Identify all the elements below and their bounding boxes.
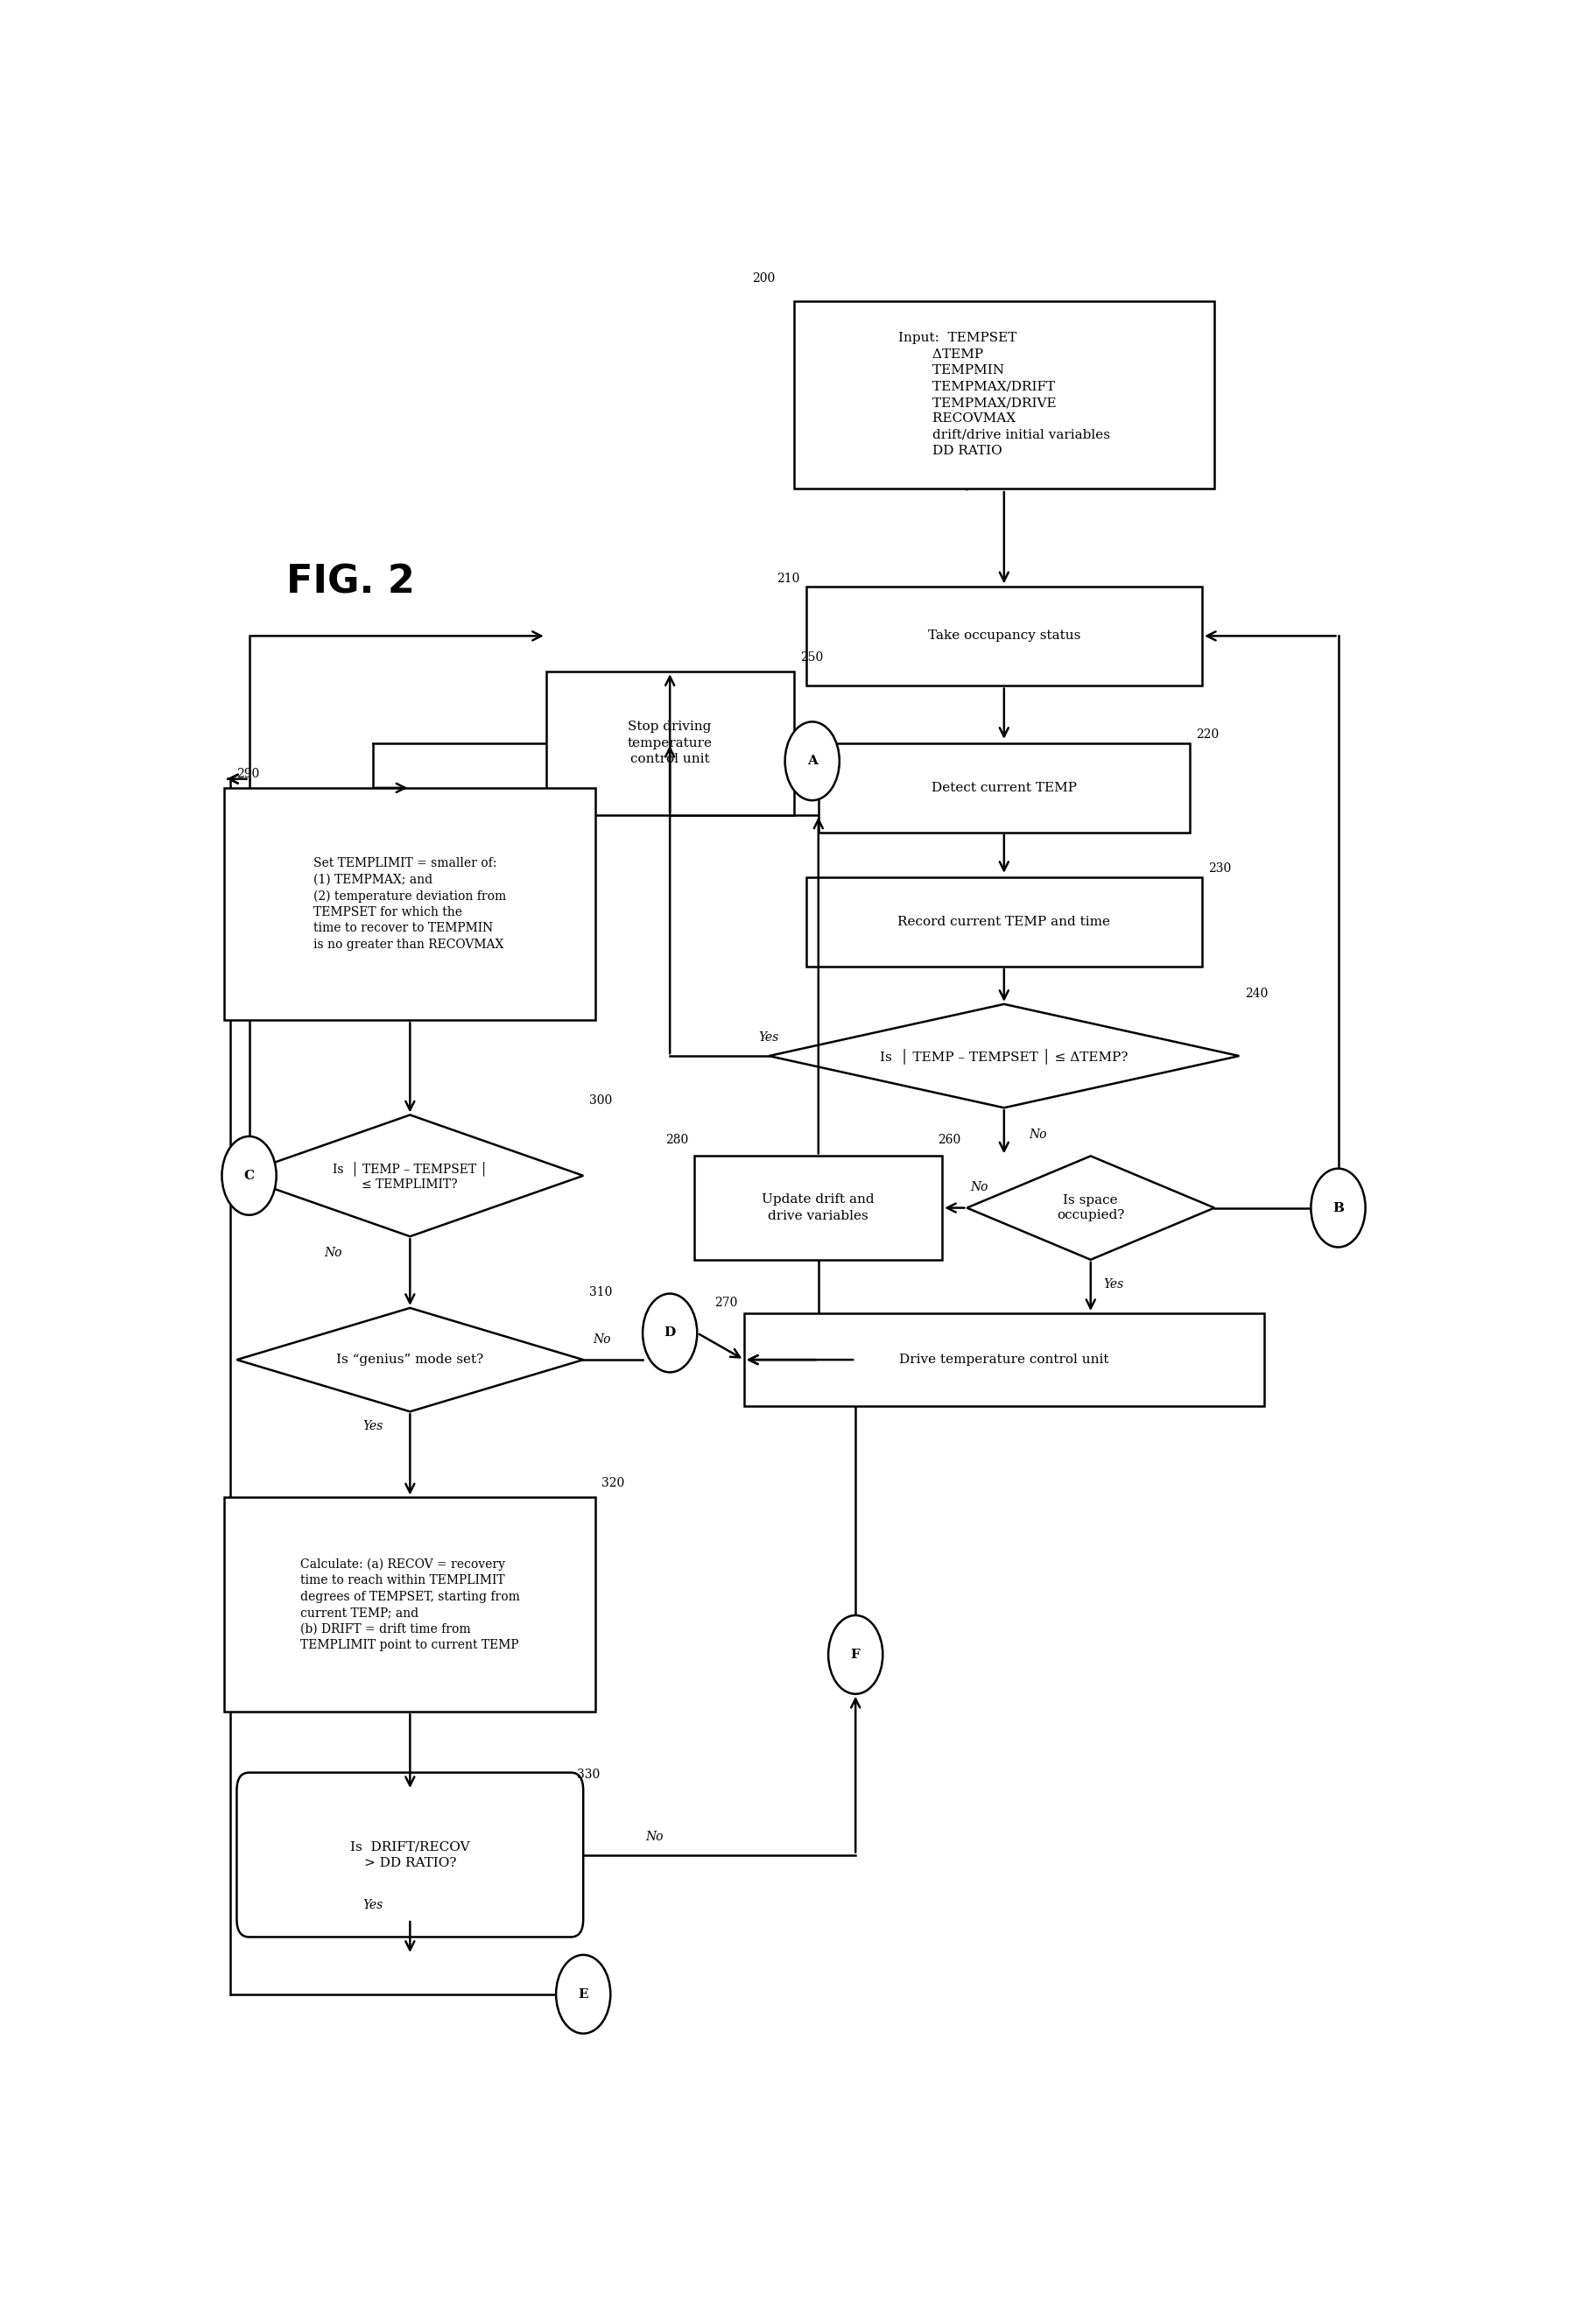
Text: 320: 320	[602, 1476, 624, 1490]
Text: No: No	[1028, 1128, 1045, 1140]
Text: 330: 330	[576, 1769, 600, 1780]
Text: No: No	[970, 1181, 988, 1193]
Text: F: F	[851, 1648, 860, 1662]
Text: 280: 280	[666, 1133, 688, 1147]
Text: Detect current TEMP: Detect current TEMP	[930, 782, 1076, 794]
Text: Set TEMPLIMIT = smaller of:
(1) TEMPMAX; and
(2) temperature deviation from
TEMP: Set TEMPLIMIT = smaller of: (1) TEMPMAX;…	[313, 856, 506, 952]
FancyBboxPatch shape	[546, 671, 793, 815]
FancyBboxPatch shape	[744, 1314, 1264, 1407]
Text: Is  │ TEMP – TEMPSET │ ≤ ΔTEMP?: Is │ TEMP – TEMPSET │ ≤ ΔTEMP?	[879, 1049, 1127, 1063]
Text: Is space
occupied?: Is space occupied?	[1057, 1193, 1124, 1221]
Text: 310: 310	[589, 1286, 613, 1297]
Text: Is  DRIFT/RECOV
> DD RATIO?: Is DRIFT/RECOV > DD RATIO?	[350, 1841, 469, 1868]
Circle shape	[642, 1293, 697, 1372]
Text: 210: 210	[776, 573, 800, 585]
Circle shape	[785, 722, 839, 801]
FancyBboxPatch shape	[806, 587, 1202, 685]
Text: Yes: Yes	[223, 1170, 244, 1181]
Text: Stop driving
temperature
control unit: Stop driving temperature control unit	[627, 722, 712, 766]
FancyBboxPatch shape	[806, 877, 1202, 966]
Text: Calculate: (a) RECOV = recovery
time to reach within TEMPLIMIT
degrees of TEMPSE: Calculate: (a) RECOV = recovery time to …	[300, 1557, 520, 1650]
Polygon shape	[236, 1114, 583, 1237]
Text: 290: 290	[236, 768, 260, 780]
Circle shape	[1310, 1167, 1365, 1246]
Text: 200: 200	[752, 272, 774, 285]
Text: Input:  TEMPSET
        ΔTEMP
        TEMPMIN
        TEMPMAX/DRIFT
        TEMP: Input: TEMPSET ΔTEMP TEMPMIN TEMPMAX/DRI…	[897, 332, 1109, 457]
Text: D: D	[664, 1328, 675, 1339]
Text: Is “genius” mode set?: Is “genius” mode set?	[337, 1353, 484, 1365]
Text: 240: 240	[1245, 986, 1267, 1000]
Text: No: No	[592, 1332, 610, 1346]
Circle shape	[828, 1615, 883, 1694]
Text: B: B	[1331, 1202, 1344, 1214]
Polygon shape	[769, 1005, 1238, 1107]
Text: 270: 270	[715, 1297, 737, 1309]
Polygon shape	[966, 1156, 1213, 1260]
Text: E: E	[578, 1989, 587, 2001]
FancyBboxPatch shape	[223, 787, 595, 1021]
Text: Update drift and
drive variables: Update drift and drive variables	[761, 1193, 875, 1223]
Text: Record current TEMP and time: Record current TEMP and time	[897, 917, 1109, 928]
Text: 250: 250	[800, 652, 822, 664]
Text: Yes: Yes	[362, 1420, 383, 1432]
Circle shape	[555, 1954, 610, 2033]
Text: 220: 220	[1195, 729, 1218, 740]
FancyBboxPatch shape	[819, 743, 1189, 833]
Text: FIG. 2: FIG. 2	[286, 564, 415, 601]
Text: 230: 230	[1208, 861, 1231, 875]
Text: Is  │ TEMP – TEMPSET │
≤ TEMPLIMIT?: Is │ TEMP – TEMPSET │ ≤ TEMPLIMIT?	[332, 1160, 487, 1191]
Text: No: No	[645, 1831, 662, 1843]
Text: Yes: Yes	[758, 1031, 779, 1044]
Text: No: No	[324, 1246, 342, 1258]
Polygon shape	[236, 1309, 583, 1411]
FancyBboxPatch shape	[223, 1497, 595, 1713]
Text: Yes: Yes	[362, 1899, 383, 1910]
Text: Take occupancy status: Take occupancy status	[927, 629, 1080, 643]
FancyBboxPatch shape	[793, 302, 1215, 487]
Text: C: C	[244, 1170, 254, 1181]
FancyBboxPatch shape	[694, 1156, 942, 1260]
Text: Drive temperature control unit: Drive temperature control unit	[899, 1353, 1108, 1365]
Text: A: A	[806, 754, 817, 768]
Text: Yes: Yes	[1103, 1279, 1122, 1290]
FancyBboxPatch shape	[236, 1773, 583, 1938]
Text: 260: 260	[937, 1133, 961, 1147]
Circle shape	[222, 1137, 276, 1214]
Text: 300: 300	[589, 1096, 613, 1107]
